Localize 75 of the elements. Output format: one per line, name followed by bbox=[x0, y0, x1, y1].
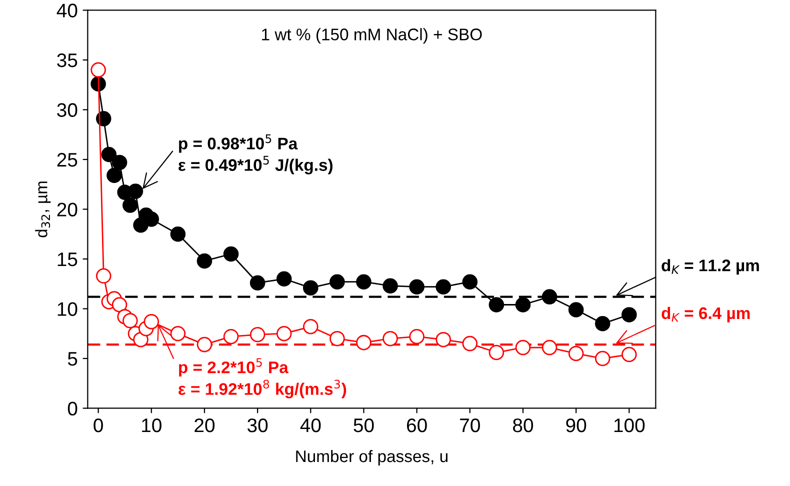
point bbox=[594, 350, 610, 366]
point bbox=[223, 246, 239, 262]
point bbox=[122, 313, 138, 328]
point bbox=[515, 297, 531, 312]
point bbox=[276, 326, 292, 342]
point bbox=[112, 154, 128, 170]
y-tick-label: 0 bbox=[68, 402, 78, 416]
ref-line-label: d$_{K}$ = 11.2 µm bbox=[662, 259, 759, 275]
x-axis-title: Number of passes, u bbox=[296, 450, 448, 466]
point bbox=[250, 326, 266, 342]
point bbox=[488, 297, 504, 312]
point bbox=[276, 271, 292, 287]
point bbox=[542, 289, 558, 304]
y-tick-label: 5 bbox=[68, 352, 78, 366]
point bbox=[436, 279, 451, 294]
point bbox=[330, 274, 345, 290]
point bbox=[106, 168, 122, 184]
y-tick-label: 30 bbox=[57, 103, 78, 117]
point bbox=[250, 275, 266, 290]
y-tick-label: 10 bbox=[58, 302, 78, 316]
point bbox=[330, 330, 345, 346]
point bbox=[542, 340, 558, 356]
x-tick-label: 90 bbox=[566, 418, 586, 432]
point bbox=[462, 336, 478, 352]
point bbox=[170, 226, 186, 242]
point bbox=[382, 278, 398, 294]
point bbox=[488, 344, 504, 360]
y-tick-label: 20 bbox=[57, 202, 78, 216]
point bbox=[382, 330, 398, 346]
annotation: p = 2.2*10$^{5}$ Pa ε = 1.92*10$^{8}$ kg/(m.s$^{3}$) bbox=[178, 358, 346, 398]
point bbox=[122, 198, 138, 213]
point bbox=[568, 346, 584, 362]
point bbox=[409, 279, 424, 294]
point bbox=[144, 314, 160, 330]
point bbox=[128, 184, 144, 199]
point bbox=[622, 346, 637, 362]
text: 1 wt % (150 mM NaCl) + SBO bbox=[262, 28, 482, 44]
y-tick-label: 15 bbox=[58, 252, 78, 266]
y-axis-title: d$_{32}$, µm bbox=[35, 182, 51, 238]
point bbox=[196, 253, 212, 269]
x-tick-label: 60 bbox=[406, 418, 427, 432]
y-tick-label: 35 bbox=[57, 53, 78, 68]
point bbox=[96, 268, 112, 284]
point bbox=[356, 334, 372, 350]
point bbox=[303, 280, 318, 296]
x-tick-label: 0 bbox=[94, 418, 103, 432]
point bbox=[409, 328, 424, 344]
point bbox=[196, 336, 212, 352]
point bbox=[101, 146, 117, 162]
point bbox=[170, 326, 186, 342]
x-tick-label: 30 bbox=[247, 418, 268, 432]
x-tick-label: 40 bbox=[300, 418, 321, 432]
point bbox=[436, 332, 451, 348]
point bbox=[112, 297, 128, 312]
x-tick-label: 80 bbox=[513, 418, 534, 432]
x-tick-label: 50 bbox=[354, 418, 374, 432]
y-tick-label: 25 bbox=[57, 152, 78, 167]
ref-line-label: d$_{K}$ = 6.4 µm bbox=[662, 306, 750, 322]
x-tick-label: 100 bbox=[614, 418, 645, 432]
annotation: p = 0.98*10$^{5}$ Pa ε = 0.49*10$^{5}$ J/(kg.s) bbox=[178, 134, 332, 174]
point bbox=[594, 316, 610, 332]
y-tick-label: 40 bbox=[56, 4, 78, 18]
point bbox=[303, 319, 318, 334]
point bbox=[133, 332, 148, 348]
x-tick-label: 10 bbox=[142, 418, 162, 432]
point bbox=[622, 307, 637, 322]
x-tick-label: 70 bbox=[460, 418, 480, 432]
x-tick-label: 20 bbox=[194, 418, 215, 432]
point bbox=[568, 302, 584, 318]
point bbox=[223, 328, 239, 344]
point bbox=[90, 62, 106, 78]
point bbox=[515, 340, 531, 356]
point bbox=[96, 111, 112, 126]
point bbox=[462, 274, 478, 290]
point bbox=[356, 274, 372, 290]
